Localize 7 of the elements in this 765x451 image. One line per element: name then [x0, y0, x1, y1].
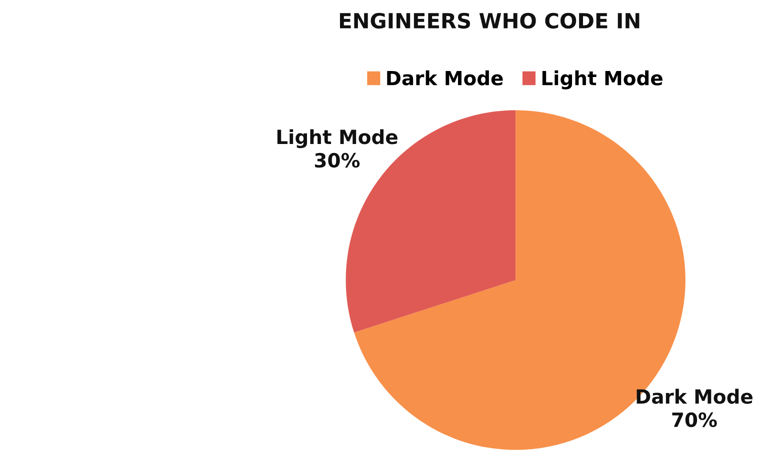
legend-label: Light Mode — [542, 70, 662, 90]
legend-label: Dark Mode — [387, 70, 503, 86]
slice-label: Dark Mode — [636, 388, 752, 404]
data-label: 30% — [315, 152, 360, 168]
data-label: 70% — [672, 412, 717, 428]
chart-title: ENGINEERS WHO CODE IN — [340, 12, 640, 29]
slice-label: Light Mode — [277, 129, 398, 148]
